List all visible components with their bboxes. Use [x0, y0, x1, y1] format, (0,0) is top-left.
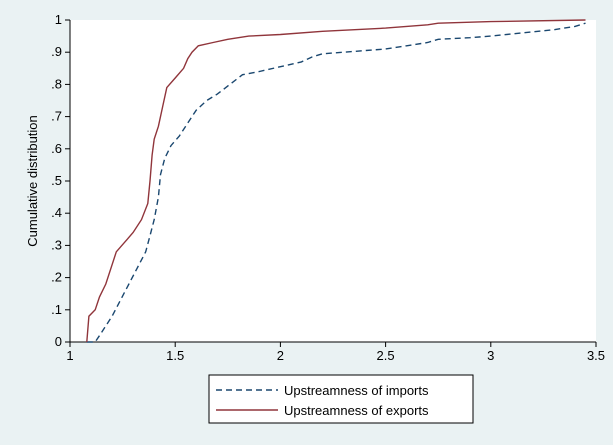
y-tick-label: .7 [51, 109, 62, 124]
series-line-exports [86, 19, 586, 343]
y-tick-label: .6 [51, 141, 62, 156]
legend: Upstreamness of imports Upstreamness of … [208, 374, 474, 424]
legend-label-imports: Upstreamness of imports [284, 383, 429, 398]
y-tick-label: 0 [55, 334, 62, 349]
plot-area [70, 20, 596, 342]
x-tick-label: 1.5 [166, 348, 184, 363]
y-tick-label: .9 [51, 44, 62, 59]
legend-label-exports: Upstreamness of exports [284, 403, 429, 418]
x-tick-label: 2.5 [377, 348, 395, 363]
y-tick-label: .2 [51, 270, 62, 285]
y-tick-label: 1 [55, 12, 62, 27]
series-layer [86, 19, 586, 343]
y-axis-title: Cumulative distribution [25, 115, 40, 247]
x-tick-label: 2 [277, 348, 284, 363]
y-tick-label: .8 [51, 76, 62, 91]
y-tick-label: .4 [51, 205, 62, 220]
x-axis: 1 1.5 2 2.5 3 3.5 [66, 342, 605, 363]
x-tick-label: 3.5 [587, 348, 605, 363]
x-tick-label: 1 [66, 348, 73, 363]
x-tick-label: 3 [487, 348, 494, 363]
legend-box [208, 374, 474, 424]
series-line-imports [86, 22, 586, 343]
y-tick-label: .3 [51, 237, 62, 252]
y-tick-label: .1 [51, 302, 62, 317]
y-axis: 0 .1 .2 .3 .4 .5 .6 .7 .8 .9 1 [51, 12, 70, 349]
y-tick-label: .5 [51, 173, 62, 188]
